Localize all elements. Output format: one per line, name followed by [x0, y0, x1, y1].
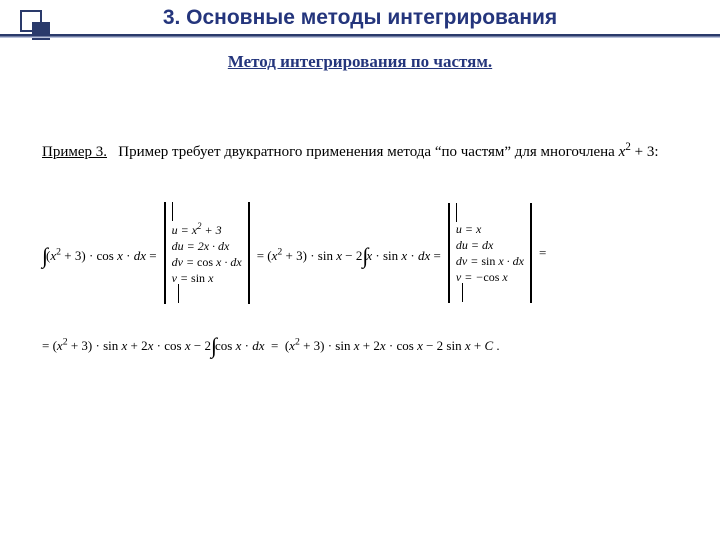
det1-row: dv = cos x · dx [172, 254, 242, 270]
det2-row: du = dx [456, 237, 524, 253]
det2-row: u = x [456, 221, 524, 237]
eq1-substitution-2: u = x du = dx dv = sin x · dx v = −cos x [448, 203, 532, 304]
det1-row: du = 2x · dx [172, 238, 242, 254]
page-title: 3. Основные методы интегрирования [0, 6, 720, 30]
eq1-lhs: ∫(x2 + 3) · cos x · dx = [42, 240, 157, 266]
det2-row: v = −cos x [456, 269, 524, 285]
equation-line-1: ∫(x2 + 3) · cos x · dx = u = x2 + 3 du =… [42, 202, 678, 305]
content-body: Пример 3. Пример требует двукратного при… [42, 138, 678, 356]
eq1-substitution-1: u = x2 + 3 du = 2x · dx dv = cos x · dx … [164, 202, 250, 305]
example-text-before: Пример требует двукратного применения ме… [118, 144, 618, 160]
slide: 3. Основные методы интегрирования Метод … [0, 0, 720, 540]
equation-line-2: = (x2 + 3) · sin x + 2x · cos x − 2∫cos … [42, 330, 678, 356]
det1-row: v = sin x [172, 270, 242, 286]
eq1-mid: = (x2 + 3) · sin x − 2∫x · sin x · dx = [257, 240, 441, 266]
example-polynomial: x2 + 3 [619, 144, 655, 160]
example-text-after: : [654, 144, 658, 160]
page-subtitle: Метод интегрирования по частям. [0, 52, 720, 72]
eq1-tail: = [539, 245, 546, 261]
det1-row: u = x2 + 3 [172, 220, 242, 238]
det2-row: dv = sin x · dx [456, 253, 524, 269]
example-label: Пример 3. [42, 144, 107, 160]
title-divider [0, 34, 720, 38]
example-intro: Пример 3. Пример требует двукратного при… [42, 138, 678, 166]
